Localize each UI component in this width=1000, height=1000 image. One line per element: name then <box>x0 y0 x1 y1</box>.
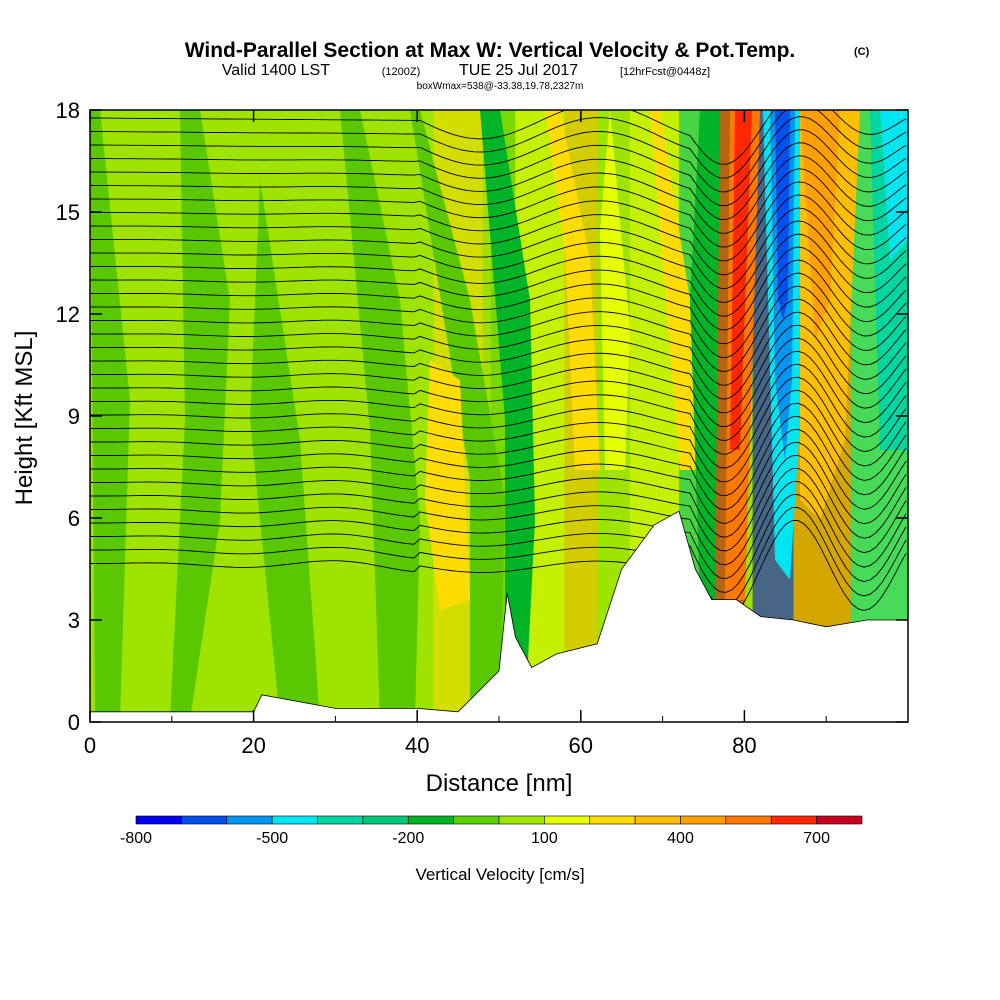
potential-temperature-contours <box>90 110 907 621</box>
colorbar-swatch <box>135 815 182 825</box>
theta-contour-line <box>90 298 907 386</box>
colorbar-swatch <box>271 815 318 825</box>
theta-contour-line <box>90 311 907 400</box>
copyright-mark: (C) <box>854 46 870 58</box>
streak-shape <box>690 110 720 600</box>
velocity-detail-layer <box>90 110 908 720</box>
colorbar-swatch <box>181 815 228 825</box>
colorbar-swatch <box>453 815 500 825</box>
plot-area <box>90 110 908 722</box>
colorbar-label: Vertical Velocity [cm/s] <box>415 865 584 884</box>
theta-contour-line <box>90 337 907 428</box>
theta-contour-line <box>90 376 907 469</box>
theta-contour-line <box>90 142 907 220</box>
x-tick-label: 0 <box>84 733 96 758</box>
theta-contour-line <box>90 350 907 441</box>
theta-contour-line <box>90 110 907 165</box>
theta-contour-line <box>90 259 907 345</box>
streak-shape <box>545 110 600 470</box>
box-wmax-info: boxWmax=538@-33.38,19.78,2327m <box>417 81 584 92</box>
theta-contour-line <box>90 207 907 290</box>
x-tick-label: 60 <box>569 733 593 758</box>
x-tick-label: 20 <box>241 733 265 758</box>
y-axis-ticks: 0 3 6 9 12 15 18 <box>56 98 908 735</box>
streak-shape <box>340 110 420 720</box>
y-tick-label: 15 <box>56 200 80 225</box>
theta-contour-line <box>90 246 907 331</box>
colorbar-tick-label: 700 <box>803 830 830 847</box>
y-tick-label: 18 <box>56 98 80 123</box>
colorbar-tick-label: 400 <box>667 830 694 847</box>
streak-shape <box>170 110 230 720</box>
streak-shape <box>600 110 630 470</box>
theta-contour-line <box>90 233 907 317</box>
colorbar-tick-label: -500 <box>256 830 288 847</box>
theta-contour-line <box>90 467 907 566</box>
theta-contour-line <box>90 402 907 497</box>
colorbar-swatch <box>816 815 863 825</box>
colorbar-swatch <box>634 815 681 825</box>
theta-contour-line <box>90 389 907 483</box>
theta-contour-line <box>90 220 907 303</box>
y-tick-label: 0 <box>68 710 80 735</box>
theta-contour-line <box>90 129 907 207</box>
colorbar-swatch <box>226 815 273 825</box>
streak-shape <box>800 110 840 340</box>
theta-contour-line <box>90 494 907 593</box>
streak-shape <box>410 110 505 720</box>
theta-contour-line <box>90 181 907 262</box>
x-axis-label: Distance [nm] <box>426 770 573 797</box>
y-axis-label: Height [Kft MSL] <box>11 331 38 506</box>
colorbar-tick-labels: -800 -500 -200 100 400 700 <box>120 830 830 847</box>
theta-contour-line <box>90 168 907 248</box>
chart-title: Wind-Parallel Section at Max W: Vertical… <box>185 39 796 62</box>
theta-contour-line <box>90 363 907 455</box>
colorbar-swatch <box>407 815 454 825</box>
colorbar-swatch <box>317 815 364 825</box>
theta-contour-line <box>90 507 907 607</box>
theta-contour-line <box>90 116 907 193</box>
colorbar-tick-label: -200 <box>392 830 424 847</box>
y-tick-label: 3 <box>68 608 80 633</box>
streak-shape <box>250 180 320 720</box>
x-tick-label: 40 <box>405 733 429 758</box>
streak-shape <box>775 110 790 320</box>
theta-contour-line <box>90 110 907 179</box>
theta-contour-line <box>90 194 907 276</box>
x-axis-ticks: 0 20 40 60 80 <box>84 110 827 758</box>
colorbar-tick-label: 100 <box>531 830 558 847</box>
valid-time: Valid 1400 LST <box>222 62 330 79</box>
theta-contour-line <box>90 155 907 234</box>
forecast-info: [12hrFcst@0448z] <box>620 66 710 78</box>
colorbar-swatch <box>498 815 545 825</box>
colorbar-swatch <box>725 815 772 825</box>
theta-contour-line <box>90 454 907 552</box>
colorbar-swatch <box>544 815 591 825</box>
streak-shape <box>730 110 752 450</box>
theta-contour-line <box>90 285 907 372</box>
streak-shape <box>425 360 470 610</box>
colorbar-tick-label: -800 <box>120 830 152 847</box>
theta-contour-line <box>90 272 907 359</box>
theta-contour-line <box>90 480 907 580</box>
y-tick-label: 6 <box>68 506 80 531</box>
y-tick-label: 12 <box>56 302 80 327</box>
colorbar-swatch <box>589 815 636 825</box>
terrain-mask <box>90 510 908 722</box>
valid-time-utc: (1200Z) <box>382 66 421 78</box>
theta-contour-line <box>90 520 907 621</box>
colorbar <box>135 815 863 825</box>
colorbar-swatch <box>362 815 409 825</box>
theta-contour-line <box>90 415 907 511</box>
theta-contour-line <box>90 441 907 538</box>
colorbar-swatch <box>680 815 727 825</box>
x-tick-label: 80 <box>732 733 756 758</box>
theta-contour-line <box>90 428 907 524</box>
y-tick-label: 9 <box>68 404 80 429</box>
theta-contour-line <box>90 324 907 414</box>
valid-date: TUE 25 Jul 2017 <box>459 62 578 79</box>
colorbar-swatch <box>770 815 817 825</box>
streak-shape <box>880 110 908 260</box>
